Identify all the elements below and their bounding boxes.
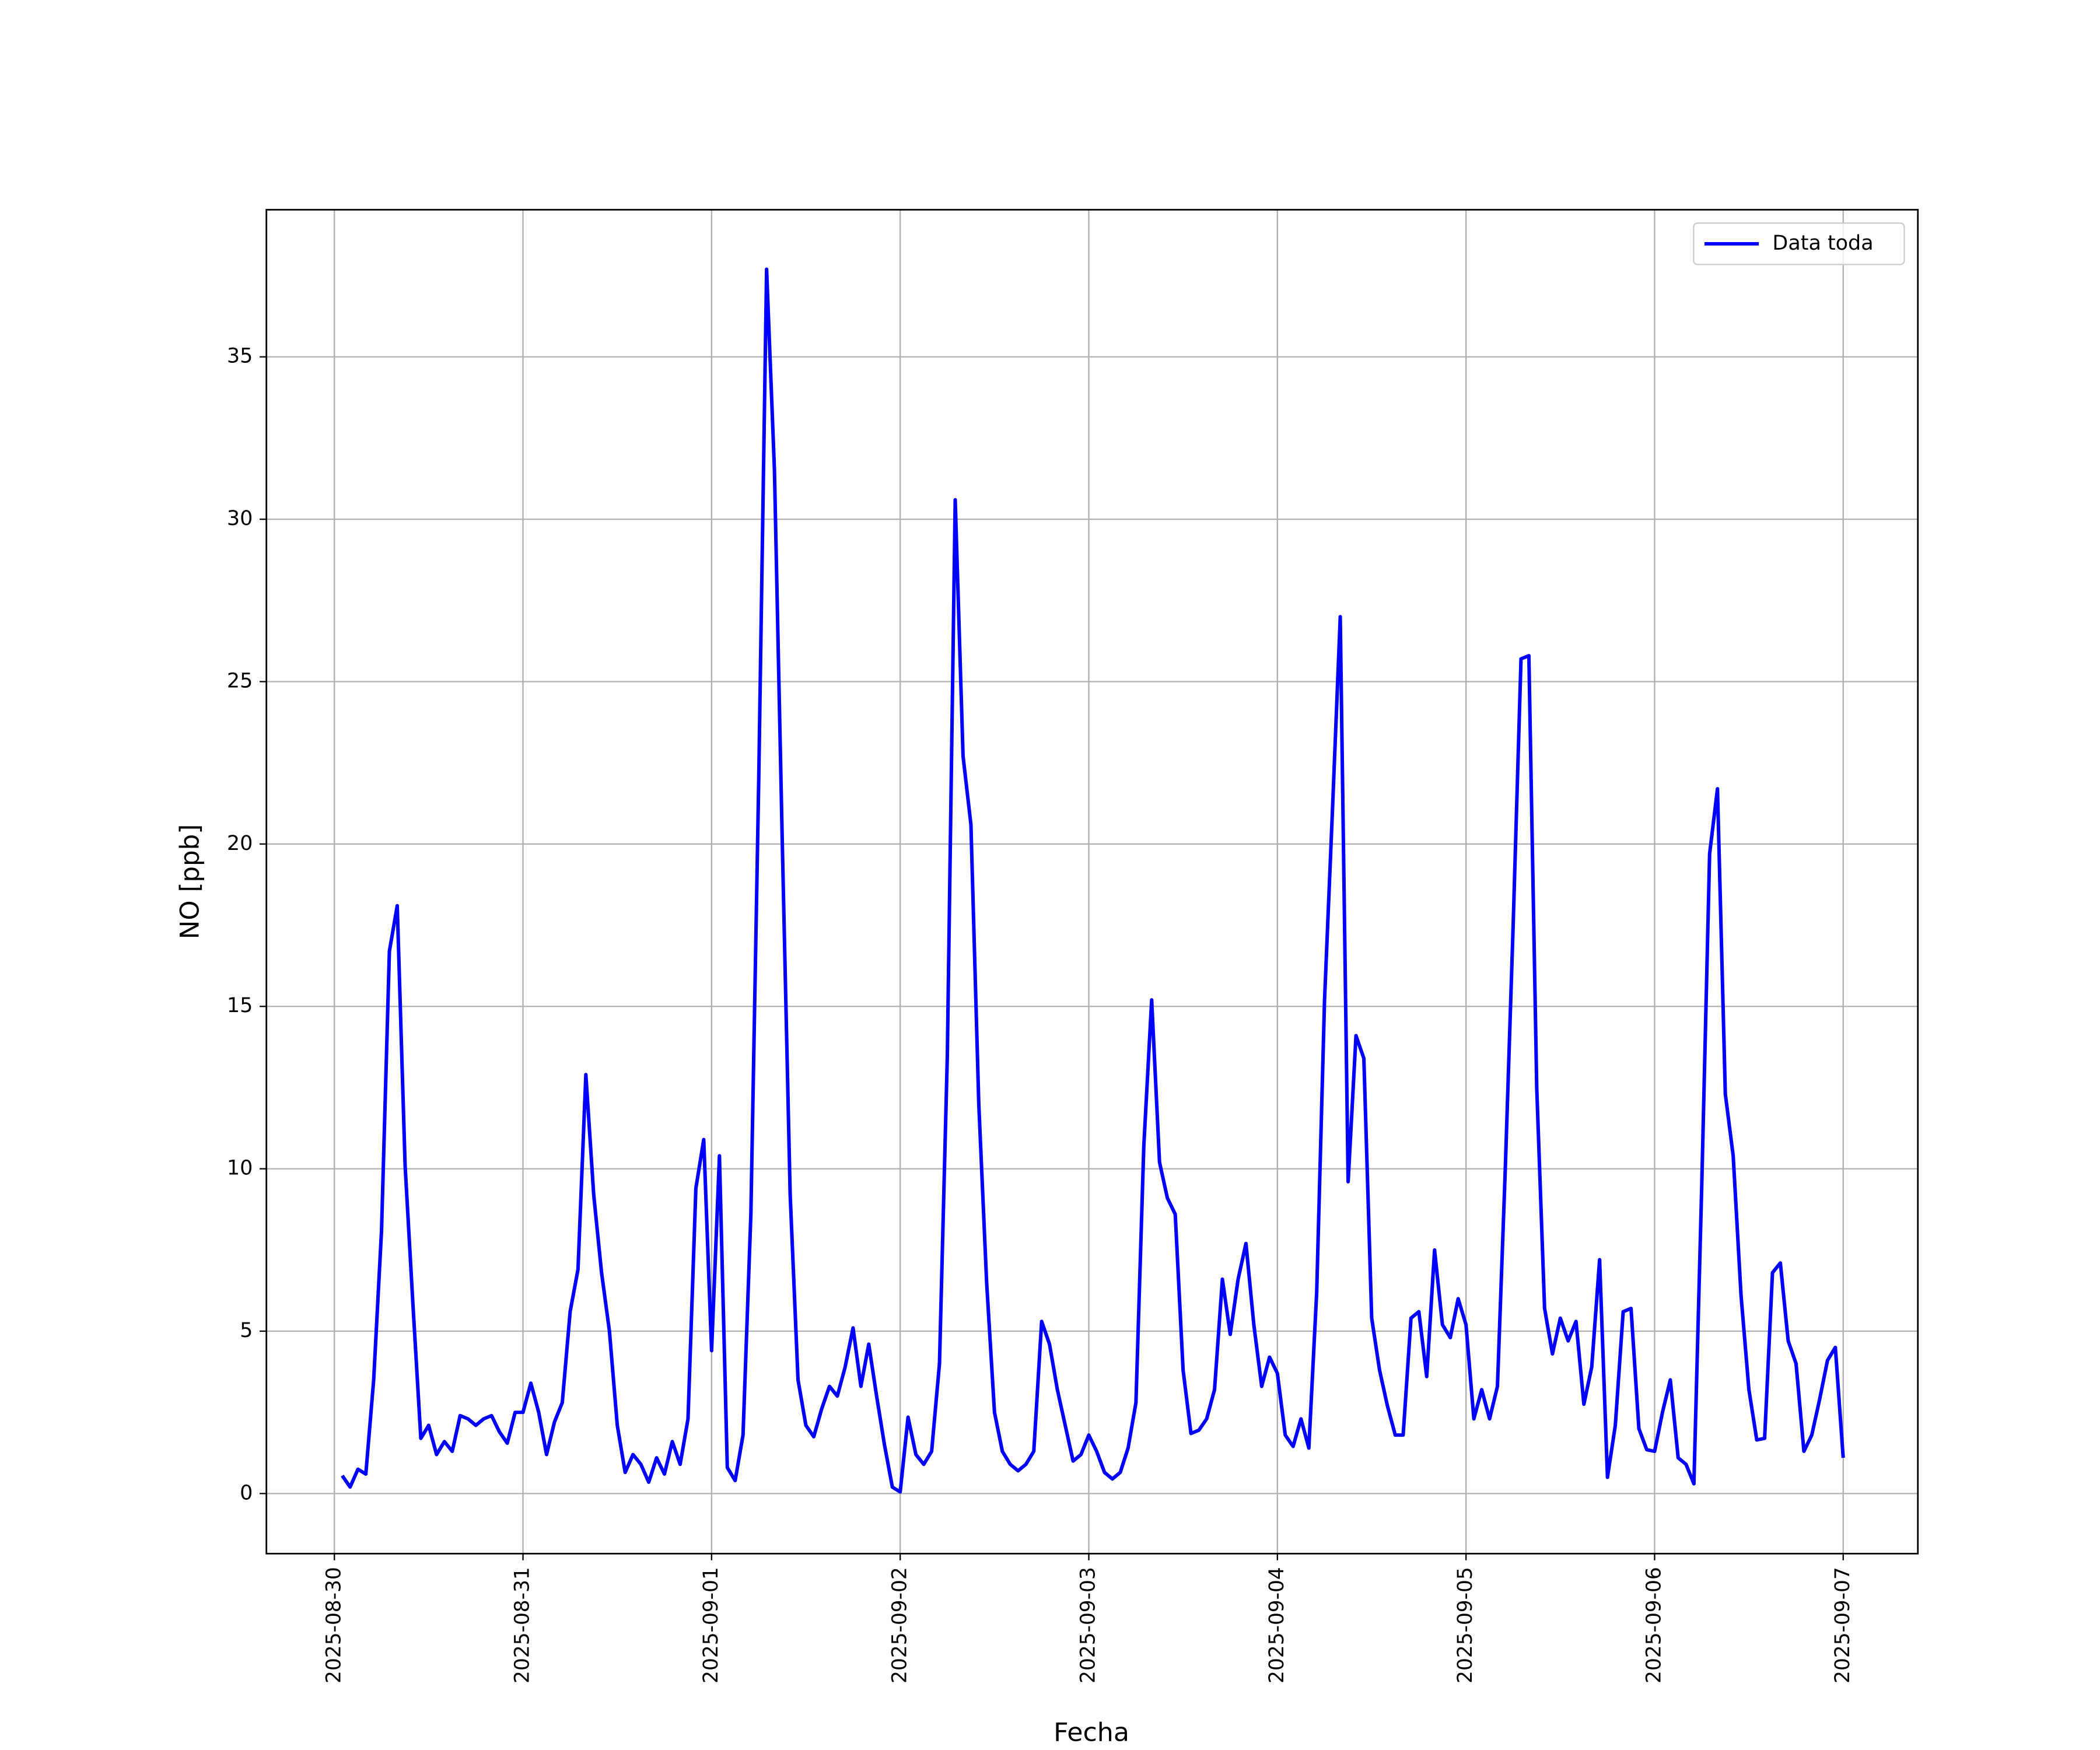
y-tick-label: 35 [227, 345, 253, 368]
x-tick-label: 2025-09-04 [1265, 1567, 1289, 1684]
legend-box [1693, 222, 1905, 265]
x-tick-label: 2025-09-05 [1454, 1567, 1477, 1684]
x-axis-label: Fecha [1054, 1718, 1129, 1748]
x-tick-label: 2025-08-30 [322, 1567, 345, 1684]
y-tick-label: 5 [240, 1319, 253, 1342]
x-tick-label: 2025-08-31 [510, 1567, 534, 1684]
x-tick-label: 2025-09-02 [888, 1567, 911, 1684]
x-tick-label: 2025-09-03 [1076, 1567, 1100, 1684]
y-axis-label: NO [ppb] [175, 824, 205, 939]
y-tick-label: 15 [227, 994, 253, 1017]
x-tick-label: 2025-09-01 [699, 1567, 723, 1684]
y-tick-label: 0 [240, 1482, 253, 1505]
legend: Data toda [1693, 222, 1905, 265]
axes: 0 5 10 15 20 25 30 35 2025-08-30 2025-08-31 2025-0… [227, 345, 1854, 1684]
data-line [341, 267, 1845, 1494]
axes-frame [265, 209, 1919, 1555]
plot-area [341, 267, 1845, 1494]
y-tick-label: 20 [227, 832, 253, 855]
y-tick-label: 10 [227, 1157, 253, 1180]
x-tick-label: 2025-09-07 [1831, 1567, 1854, 1684]
x-tick-label: 2025-09-06 [1642, 1567, 1665, 1684]
y-tick-label: 30 [227, 507, 253, 530]
y-tick-label: 25 [227, 670, 253, 693]
legend-label: Data toda [1772, 232, 1873, 255]
